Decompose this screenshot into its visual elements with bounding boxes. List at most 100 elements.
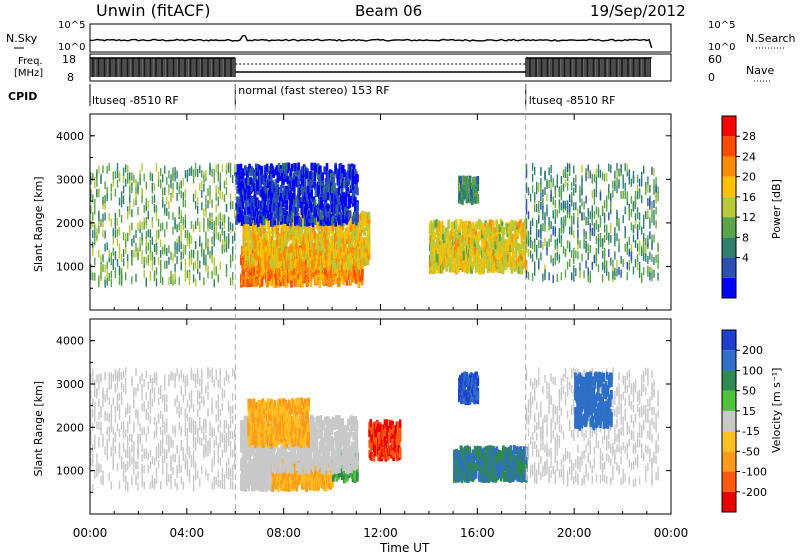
data-cell: [550, 165, 552, 173]
data-cell: [170, 194, 172, 203]
data-cell: [585, 168, 587, 177]
data-cell: [643, 237, 645, 246]
data-cell: [612, 271, 614, 280]
data-cell: [135, 273, 137, 282]
data-cell: [98, 165, 100, 174]
data-cell: [430, 220, 433, 229]
data-cell: [542, 273, 544, 282]
data-cell: [519, 253, 522, 262]
data-cell: [356, 174, 359, 183]
data-cell: [643, 221, 645, 229]
data-cell: [475, 188, 478, 197]
data-cell: [548, 217, 550, 225]
data-cell: [464, 227, 468, 236]
data-cell: [209, 195, 211, 204]
data-cell: [591, 175, 593, 184]
data-cell: [264, 242, 267, 251]
data-cell: [601, 250, 604, 259]
data-cell: [634, 195, 637, 204]
data-cell: [227, 223, 230, 232]
data-cell: [276, 192, 280, 201]
data-cell: [612, 267, 614, 276]
data-cell: [595, 248, 598, 256]
data-cell: [446, 228, 449, 237]
data-cell: [462, 250, 466, 259]
data-cell: [282, 260, 286, 269]
data-cell: [610, 222, 612, 231]
data-cell: [225, 177, 228, 186]
data-cell: [636, 262, 639, 271]
data-cell: [603, 200, 606, 209]
data-cell: [162, 277, 164, 285]
data-cell: [589, 211, 591, 220]
data-cell: [566, 206, 569, 215]
data-cell: [116, 218, 119, 226]
data-cell: [273, 217, 276, 226]
data-cell: [593, 174, 596, 183]
data-cell: [554, 253, 556, 261]
data-cell: [626, 168, 628, 177]
data-cell: [102, 219, 104, 228]
data-cell: [515, 250, 518, 259]
data-cell: [435, 250, 439, 258]
data-cell: [610, 193, 612, 202]
data-cell: [542, 206, 544, 214]
data-cell: [188, 168, 191, 177]
data-cell: [211, 168, 213, 177]
data-cell: [608, 232, 610, 241]
data-cell: [174, 166, 176, 175]
data-cell: [357, 279, 361, 288]
data-cell: [647, 184, 649, 193]
data-cell: [174, 217, 176, 226]
data-cell: [192, 175, 195, 184]
data-cell: [104, 279, 106, 288]
data-cell: [221, 164, 224, 173]
data-cell: [229, 169, 232, 178]
data-cell: [548, 272, 550, 281]
data-cell: [484, 247, 488, 256]
data-cell: [603, 224, 606, 233]
data-cell: [556, 209, 558, 218]
data-cell: [552, 275, 554, 284]
data-cell: [534, 261, 536, 270]
data-cell: [331, 222, 335, 231]
data-cell: [569, 244, 571, 253]
data-cell: [254, 163, 258, 172]
data-cell: [242, 268, 245, 277]
data-cell: [90, 272, 92, 281]
data-cell: [577, 236, 579, 245]
data-cell: [234, 164, 236, 173]
freq-sweep-trace: [89, 58, 236, 77]
data-cell: [106, 270, 108, 279]
data-cell: [325, 213, 329, 222]
data-cell: [544, 269, 546, 278]
data-cell: [90, 205, 92, 214]
data-cell: [589, 274, 591, 283]
data-cell: [556, 274, 558, 282]
data-cell: [579, 240, 581, 249]
data-cell: [560, 238, 563, 247]
data-cell: [184, 190, 187, 198]
data-cell: [463, 234, 467, 243]
data-cell: [188, 240, 191, 249]
data-cell: [262, 254, 265, 263]
data-cell: [194, 168, 197, 177]
data-cell: [102, 264, 104, 273]
data-cell: [131, 238, 133, 247]
data-cell: [606, 203, 608, 212]
data-cell: [236, 185, 239, 194]
data-cell: [143, 205, 145, 213]
data-cell: [638, 212, 641, 221]
data-cell: [595, 221, 598, 230]
data-cell: [595, 180, 598, 189]
data-cell: [614, 272, 616, 281]
data-cell: [219, 261, 221, 270]
data-cell: [92, 272, 94, 281]
data-cell: [585, 217, 587, 226]
data-cell: [649, 272, 651, 281]
data-cell: [205, 254, 207, 263]
data-cell: [630, 208, 633, 217]
data-cell: [265, 192, 269, 201]
data-cell: [455, 219, 458, 228]
data-cell: [618, 217, 620, 226]
